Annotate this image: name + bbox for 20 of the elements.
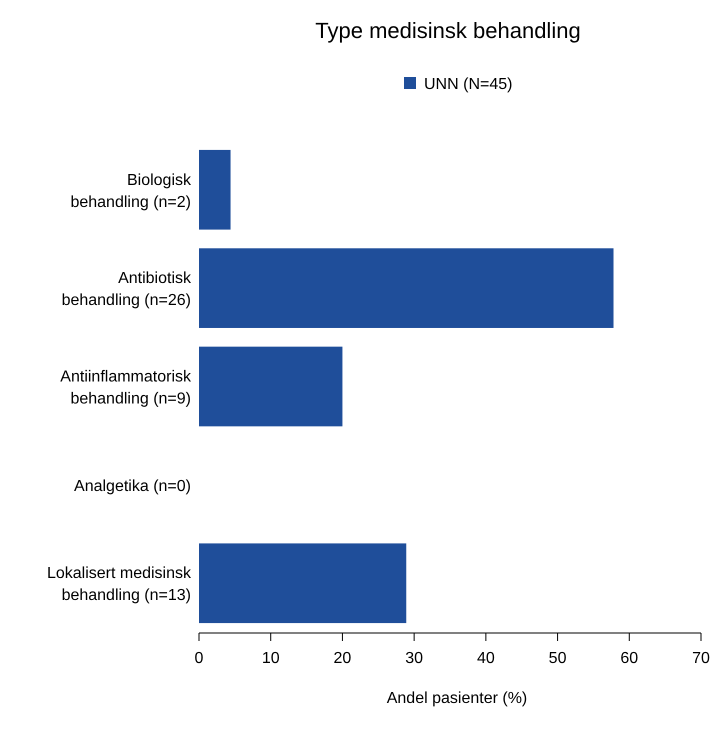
- x-tick-label: 60: [620, 650, 638, 667]
- bar: [199, 248, 614, 328]
- y-tick-label: Biologisk behandling (n=2): [70, 172, 192, 211]
- bar: [199, 543, 406, 624]
- bar: [199, 150, 231, 230]
- legend-label: UNN (N=45): [424, 76, 512, 93]
- chart-title: Type medisinsk behandling: [315, 18, 581, 43]
- y-tick-label: Analgetika (n=0): [74, 478, 191, 495]
- x-tick-label: 0: [194, 650, 204, 667]
- y-tick-label: Antiinflammatorisk behandling (n=9): [60, 368, 192, 408]
- x-tick-label: 30: [405, 650, 424, 667]
- x-tick-label: 50: [548, 650, 567, 667]
- x-axis-title: Andel pasienter (%): [386, 690, 528, 707]
- x-tick-label: 40: [476, 650, 495, 667]
- x-tick-label: 70: [692, 650, 710, 667]
- x-tick-label: 10: [262, 650, 280, 667]
- y-tick-label: Lokalisert medisinsk behandling (n=13): [46, 565, 192, 604]
- bar: [199, 346, 342, 426]
- x-tick-label: 20: [334, 650, 352, 667]
- y-tick-label: Antibiotisk behandling (n=26): [62, 270, 192, 310]
